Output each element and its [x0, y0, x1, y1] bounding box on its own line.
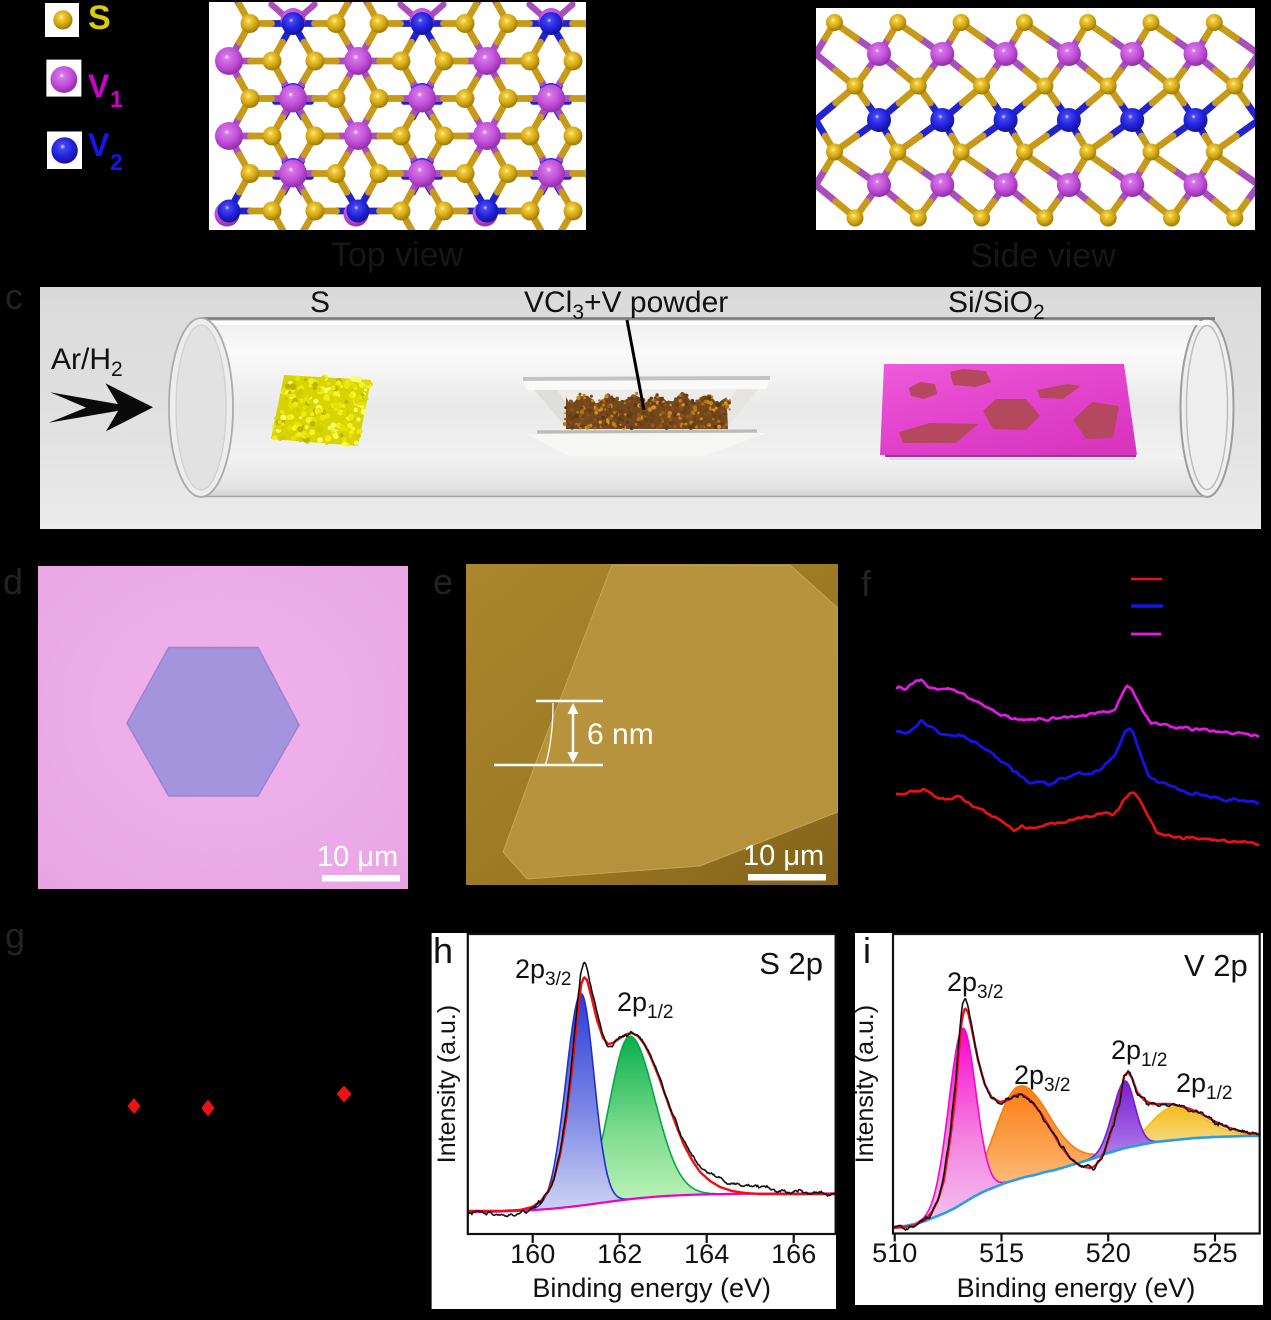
svg-text:162: 162: [597, 1239, 642, 1269]
svg-text:Si/SiO2: Si/SiO2: [948, 286, 1045, 324]
svg-text:c: c: [5, 276, 23, 317]
svg-text:2: 2: [110, 149, 123, 175]
svg-text:Binding energy (eV): Binding energy (eV): [532, 1273, 771, 1303]
svg-text:e: e: [433, 561, 453, 602]
svg-text:f: f: [861, 563, 872, 604]
svg-text:10 μm: 10 μm: [743, 840, 824, 872]
svg-text:h: h: [433, 930, 453, 971]
svg-text:V 2p: V 2p: [1184, 948, 1248, 983]
svg-text:6 nm: 6 nm: [587, 718, 654, 751]
svg-text:166: 166: [771, 1239, 816, 1269]
svg-text:510: 510: [872, 1238, 917, 1268]
svg-text:Binding energy (eV): Binding energy (eV): [957, 1273, 1196, 1303]
svg-text:164: 164: [684, 1239, 729, 1269]
svg-text:Ar/H2: Ar/H2: [51, 343, 123, 381]
svg-text:S 2p: S 2p: [759, 946, 823, 981]
svg-text:S: S: [310, 286, 330, 319]
svg-text:520: 520: [1086, 1238, 1131, 1268]
svg-text:V: V: [88, 68, 110, 104]
svg-text:Top view: Top view: [331, 236, 464, 274]
svg-text:i: i: [863, 930, 871, 971]
svg-text:10 μm: 10 μm: [317, 841, 398, 873]
svg-text:VCl3+V powder: VCl3+V powder: [524, 286, 728, 324]
svg-text:S: S: [88, 0, 111, 37]
svg-text:525: 525: [1192, 1238, 1237, 1268]
svg-text:g: g: [5, 915, 25, 956]
svg-text:V: V: [88, 127, 110, 163]
svg-text:Intensity (a.u.): Intensity (a.u.): [851, 1005, 879, 1163]
svg-text:d: d: [3, 561, 23, 602]
svg-text:160: 160: [510, 1239, 555, 1269]
svg-text:Side view: Side view: [970, 237, 1116, 275]
svg-text:Intensity (a.u.): Intensity (a.u.): [433, 1005, 461, 1163]
svg-text:515: 515: [979, 1238, 1024, 1268]
svg-text:1: 1: [110, 86, 123, 112]
